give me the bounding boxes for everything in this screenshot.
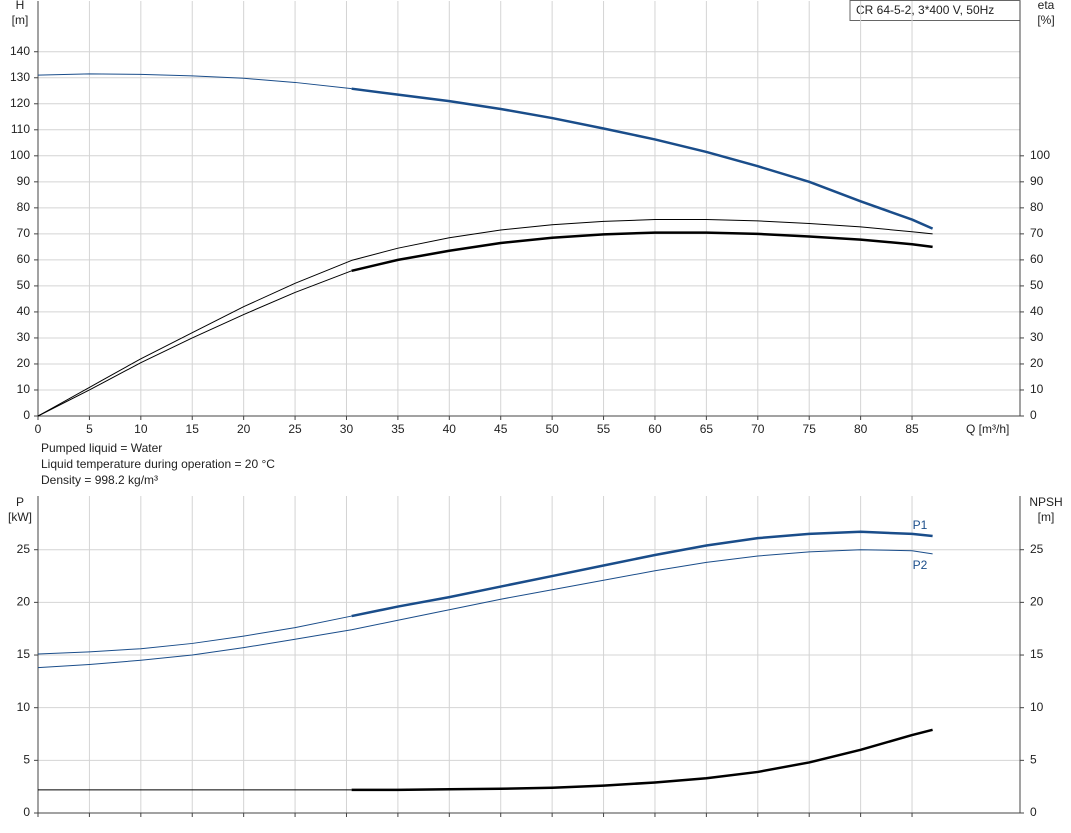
y2-tick-label: 10 [1030,700,1044,714]
y-tick-label: 80 [17,200,31,214]
y2-tick-label: 90 [1030,174,1044,188]
x-tick-label: 55 [597,422,611,436]
y2-axis-unit: [%] [1037,13,1054,27]
y-axis-unit: [m] [12,13,29,27]
x-tick-label: 40 [443,422,457,436]
y2-tick-label: 20 [1030,356,1044,370]
y2-axis-unit: [m] [1038,510,1055,524]
x-tick-label: 25 [288,422,302,436]
y2-tick-label: 0 [1030,805,1037,819]
y2-tick-label: 70 [1030,226,1044,240]
y-tick-label: 10 [17,382,31,396]
x-tick-label: 45 [494,422,508,436]
x-tick-label: 85 [905,422,919,436]
series-line [37,219,933,417]
note: Pumped liquid = Water [41,441,162,455]
y-tick-label: 50 [17,278,31,292]
x-tick-label: 65 [700,422,714,436]
series-line [351,728,933,792]
y-tick-label: 130 [10,70,30,84]
x-tick-label: 50 [545,422,559,436]
x-tick-label: 20 [237,422,251,436]
x-tick-label: 10 [134,422,148,436]
y2-axis-label: eta [1038,0,1055,12]
y-tick-label: 15 [17,647,31,661]
series-line [37,549,933,669]
y2-tick-label: 20 [1030,595,1044,609]
x-axis-label: Q [m³/h] [966,422,1009,436]
y2-tick-label: 15 [1030,647,1044,661]
y-tick-label: 60 [17,252,31,266]
x-tick-label: 5 [86,422,93,436]
y-tick-label: 30 [17,330,31,344]
note: Density = 998.2 kg/m³ [41,473,158,487]
y-tick-label: 120 [10,96,30,110]
x-tick-label: 15 [186,422,200,436]
y-tick-label: 20 [17,356,31,370]
x-tick-label: 30 [340,422,354,436]
y-axis-unit: [kW] [8,510,32,524]
y-tick-label: 70 [17,226,31,240]
series-label: P1 [913,518,928,532]
y2-tick-label: 80 [1030,200,1044,214]
series-line [37,615,352,655]
series-line [37,270,352,417]
y-tick-label: 25 [17,542,31,556]
series-line [351,231,933,273]
y-axis-label: P [16,495,24,509]
x-tick-label: 75 [803,422,817,436]
y2-tick-label: 60 [1030,252,1044,266]
y-tick-label: 20 [17,595,31,609]
y-tick-label: 0 [23,408,30,422]
y-tick-label: 100 [10,148,30,162]
series-label: P2 [913,558,928,572]
y2-tick-label: 100 [1030,148,1050,162]
y-tick-label: 10 [17,700,31,714]
y-tick-label: 90 [17,174,31,188]
series-line [351,530,933,618]
y-axis-label: H [16,0,25,12]
y-tick-label: 140 [10,44,30,58]
y-tick-label: 0 [23,805,30,819]
x-tick-label: 60 [648,422,662,436]
chart-title: CR 64-5-2, 3*400 V, 50Hz [856,3,994,17]
x-tick-label: 80 [854,422,868,436]
y2-tick-label: 50 [1030,278,1044,292]
y2-tick-label: 5 [1030,753,1037,767]
series-line [351,87,934,230]
y-tick-label: 110 [11,122,30,136]
y-tick-label: 5 [23,753,30,767]
y2-tick-label: 25 [1030,542,1044,556]
note: Liquid temperature during operation = 20… [41,457,275,471]
y2-tick-label: 40 [1030,304,1044,318]
x-tick-label: 35 [391,422,405,436]
y2-axis-label: NPSH [1029,495,1062,509]
x-tick-label: 70 [751,422,765,436]
y-tick-label: 40 [17,304,31,318]
x-tick-label: 0 [35,422,42,436]
series-line [37,73,352,90]
y2-tick-label: 0 [1030,408,1037,422]
y2-tick-label: 10 [1030,382,1044,396]
y2-tick-label: 30 [1030,330,1044,344]
